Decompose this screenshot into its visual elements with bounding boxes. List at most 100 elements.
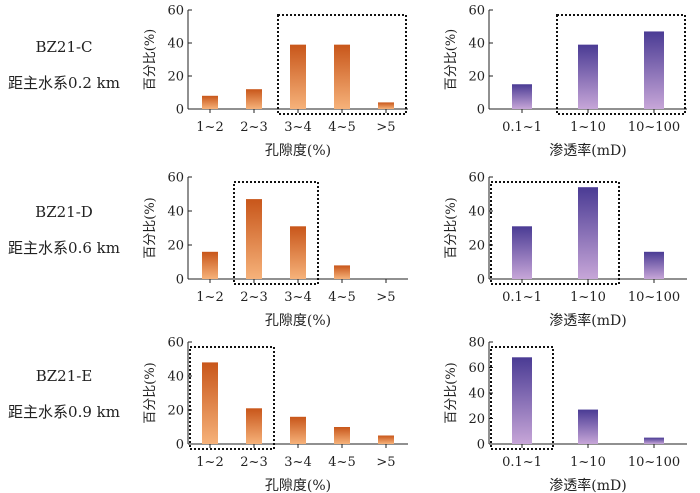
bar bbox=[202, 95, 218, 109]
y-tick-label: 60 bbox=[167, 4, 184, 19]
bar bbox=[334, 265, 350, 279]
y-tick-label: 20 bbox=[167, 404, 184, 419]
x-axis-title: 渗透率(mD) bbox=[549, 477, 626, 493]
x-tick-label: 1~10 bbox=[570, 120, 606, 135]
y-tick-label: 60 bbox=[468, 4, 485, 19]
row-label-bz21-e: BZ21-E 距主水系0.9 km bbox=[0, 365, 128, 423]
bar bbox=[290, 226, 306, 279]
y-tick-label: 0 bbox=[176, 103, 184, 118]
bar bbox=[246, 199, 262, 279]
x-tick-label: 1~2 bbox=[196, 290, 223, 305]
x-tick-label: 1~2 bbox=[196, 455, 223, 470]
bar bbox=[202, 251, 218, 279]
well-distance: 距主水系0.9 km bbox=[8, 403, 120, 421]
y-tick-label: 60 bbox=[167, 336, 184, 351]
y-tick-label: 0 bbox=[477, 273, 485, 288]
y-axis-title: 百分比(%) bbox=[143, 29, 158, 91]
y-axis-title: 百分比(%) bbox=[444, 197, 459, 259]
highlight-box bbox=[277, 14, 407, 115]
bar bbox=[378, 102, 394, 109]
y-tick-label: 0 bbox=[477, 103, 485, 118]
x-tick-label: >5 bbox=[376, 455, 395, 470]
well-distance: 距主水系0.2 km bbox=[8, 74, 120, 92]
bar bbox=[644, 437, 664, 444]
x-tick-label: 4~5 bbox=[328, 455, 355, 470]
bar bbox=[512, 84, 532, 109]
bar bbox=[644, 31, 664, 110]
x-tick-label: 2~3 bbox=[240, 290, 267, 305]
x-axis-title: 孔隙度(%) bbox=[265, 143, 331, 159]
x-tick-label: 1~10 bbox=[570, 290, 606, 305]
x-tick-label: 10~100 bbox=[628, 290, 680, 305]
x-tick-label: 1~2 bbox=[196, 120, 223, 135]
bar bbox=[290, 44, 306, 109]
highlight-box bbox=[556, 14, 686, 115]
y-tick-label: 40 bbox=[167, 37, 184, 52]
bar bbox=[246, 89, 262, 109]
bar bbox=[378, 435, 394, 444]
row-label-bz21-d: BZ21-D 距主水系0.6 km bbox=[0, 201, 128, 259]
bar bbox=[290, 416, 306, 444]
x-tick-label: >5 bbox=[376, 290, 395, 305]
bar bbox=[512, 357, 532, 444]
bar bbox=[512, 226, 532, 279]
x-tick-label: 0.1~1 bbox=[502, 290, 542, 305]
x-tick-label: 4~5 bbox=[328, 120, 355, 135]
chart-D-porosity: 0 20 40 60 百分比(%) 1~2 2~3 3~4 4~5 >5 孔隙度(%) bbox=[143, 171, 408, 329]
x-axis-title: 渗透率(mD) bbox=[549, 312, 626, 329]
y-tick-label: 20 bbox=[468, 70, 485, 85]
x-tick-label: >5 bbox=[376, 120, 395, 135]
x-tick-label: 10~100 bbox=[628, 120, 680, 135]
y-tick-label: 40 bbox=[167, 205, 184, 220]
y-tick-label: 20 bbox=[468, 412, 485, 427]
y-tick-label: 40 bbox=[468, 205, 485, 220]
y-axis-title: 百分比(%) bbox=[444, 362, 459, 424]
x-tick-label: 3~4 bbox=[284, 120, 311, 135]
x-axis-title: 孔隙度(%) bbox=[265, 478, 331, 493]
y-axis-title: 百分比(%) bbox=[143, 197, 158, 259]
x-tick-label: 3~4 bbox=[284, 290, 311, 305]
highlight-box bbox=[189, 346, 275, 450]
bar bbox=[334, 44, 350, 109]
well-name: BZ21-C bbox=[35, 38, 93, 56]
y-tick-label: 20 bbox=[167, 70, 184, 85]
y-tick-label: 0 bbox=[477, 438, 485, 453]
bar bbox=[334, 427, 350, 444]
row-label-bz21-c: BZ21-C 距主水系0.2 km bbox=[0, 36, 128, 94]
y-tick-label: 20 bbox=[167, 239, 184, 254]
y-axis-title: 百分比(%) bbox=[143, 362, 158, 424]
y-tick-label: 0 bbox=[176, 438, 184, 453]
x-tick-label: 2~3 bbox=[240, 455, 267, 470]
x-axis-title: 孔隙度(%) bbox=[265, 313, 331, 329]
y-tick-label: 80 bbox=[468, 336, 485, 351]
y-tick-label: 60 bbox=[468, 171, 485, 186]
x-tick-label: 10~100 bbox=[628, 455, 680, 470]
y-tick-label: 40 bbox=[167, 370, 184, 385]
bar bbox=[202, 362, 218, 444]
x-tick-label: 1~10 bbox=[570, 455, 606, 470]
well-distance: 距主水系0.6 km bbox=[8, 239, 120, 257]
y-tick-label: 40 bbox=[468, 37, 485, 52]
bar bbox=[578, 409, 598, 444]
bar bbox=[578, 44, 598, 109]
x-axis-title: 渗透率(mD) bbox=[549, 142, 626, 159]
x-tick-label: 0.1~1 bbox=[502, 120, 542, 135]
x-tick-label: 2~3 bbox=[240, 120, 267, 135]
y-tick-label: 40 bbox=[468, 387, 485, 402]
bar bbox=[246, 408, 262, 444]
highlight-box bbox=[490, 181, 620, 285]
highlight-box bbox=[233, 181, 319, 285]
y-axis-title: 百分比(%) bbox=[444, 29, 459, 91]
y-tick-label: 60 bbox=[468, 361, 485, 376]
x-tick-label: 0.1~1 bbox=[502, 455, 542, 470]
y-tick-label: 60 bbox=[167, 171, 184, 186]
chart-C-porosity: 0 20 40 60 百分比(%) 1~2 2~3 3~4 4~5 >5 孔隙度(%) bbox=[143, 4, 408, 159]
y-tick-label: 0 bbox=[176, 273, 184, 288]
bar bbox=[644, 251, 664, 279]
x-tick-label: 4~5 bbox=[328, 290, 355, 305]
well-name: BZ21-D bbox=[35, 203, 93, 221]
